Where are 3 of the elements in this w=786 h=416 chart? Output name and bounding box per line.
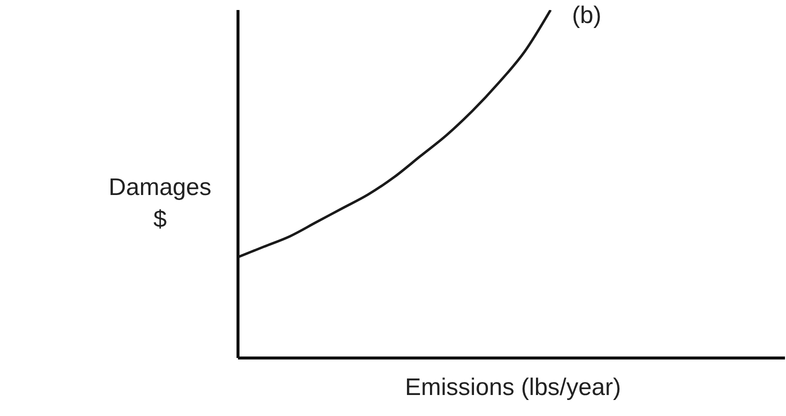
annotation: (b) bbox=[572, 2, 602, 30]
y-axis-title: Damages $ bbox=[108, 173, 212, 235]
x-axis-title: Emissions (lbs/year) bbox=[404, 374, 622, 402]
